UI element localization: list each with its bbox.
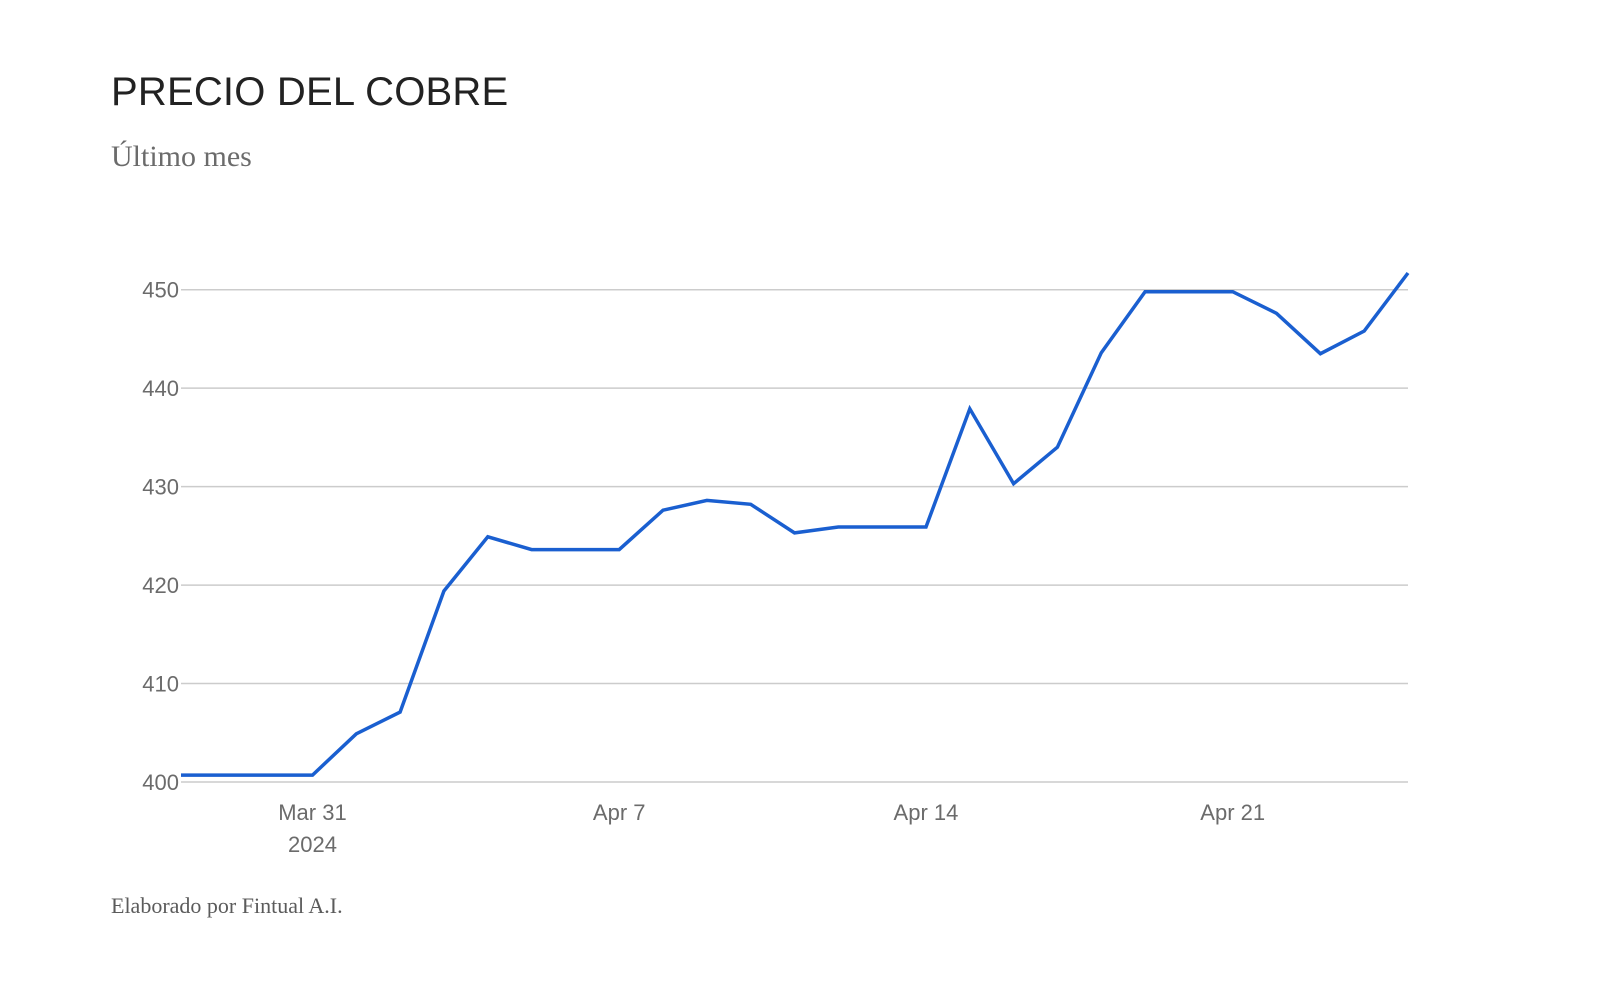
x-axis: Mar 31 2024 Apr 7 Apr 14 Apr 21 xyxy=(278,800,1265,857)
chart-subtitle: Último mes xyxy=(111,140,252,173)
grid-lines xyxy=(181,288,1408,783)
x-tick-label: Apr 14 xyxy=(894,800,959,825)
y-axis: 400 410 420 430 440 450 xyxy=(142,278,179,795)
x-tick-year-label: 2024 xyxy=(288,832,337,857)
y-tick-label: 410 xyxy=(142,672,179,697)
source-note: Elaborado por Fintual A.I. xyxy=(111,893,343,918)
y-tick-label: 450 xyxy=(142,278,179,303)
x-tick-label: Apr 7 xyxy=(593,800,646,825)
x-tick-label: Apr 21 xyxy=(1200,800,1265,825)
series-group xyxy=(181,271,1410,777)
chart-title: PRECIO DEL COBRE xyxy=(111,70,509,114)
series-line xyxy=(181,271,1410,777)
x-tick-label: Mar 31 xyxy=(278,800,346,825)
y-tick-label: 430 xyxy=(142,475,179,500)
y-tick-label: 440 xyxy=(142,376,179,401)
y-tick-label: 400 xyxy=(142,770,179,795)
y-tick-label: 420 xyxy=(142,573,179,598)
